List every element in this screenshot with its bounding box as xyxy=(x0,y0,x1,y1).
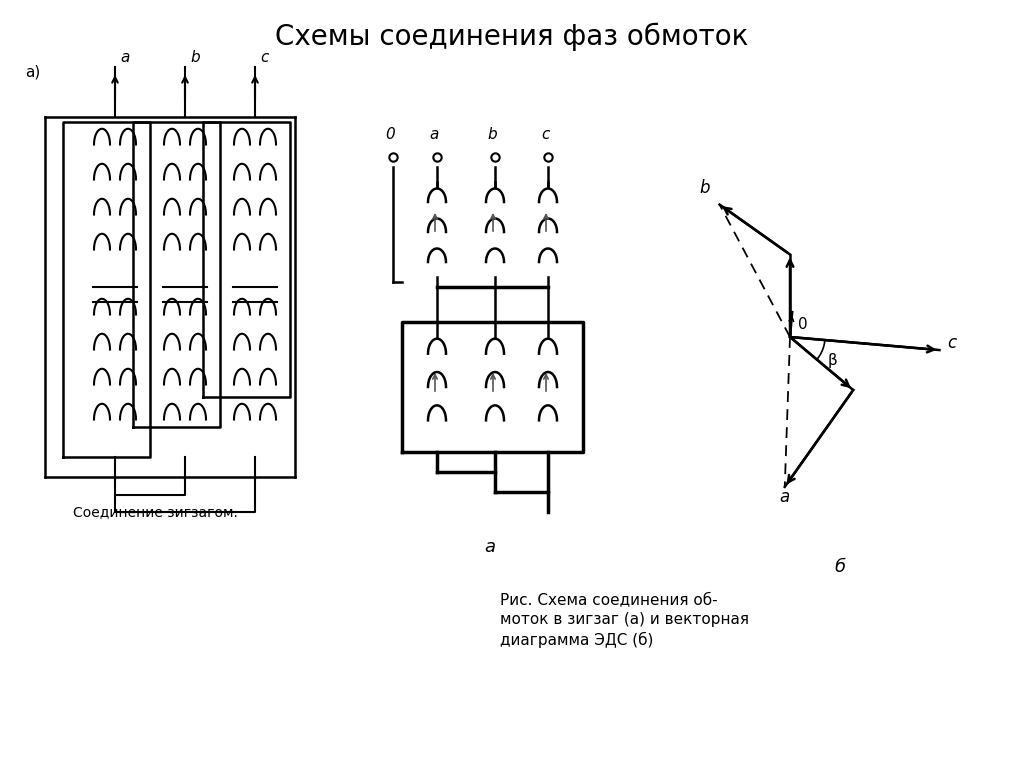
Text: b: b xyxy=(699,179,710,196)
Text: b: b xyxy=(487,127,497,142)
Text: б: б xyxy=(835,558,846,576)
Text: а: а xyxy=(779,488,790,506)
Text: Схемы соединения фаз обмоток: Схемы соединения фаз обмоток xyxy=(275,23,749,51)
Text: 0: 0 xyxy=(385,127,395,142)
Text: с: с xyxy=(947,334,956,352)
Text: а): а) xyxy=(25,64,40,80)
Text: а: а xyxy=(120,50,129,65)
Text: 0: 0 xyxy=(798,317,808,332)
Text: β: β xyxy=(828,353,838,368)
Text: а: а xyxy=(429,127,438,142)
Text: с: с xyxy=(260,50,268,65)
Text: с: с xyxy=(541,127,549,142)
Text: а: а xyxy=(484,538,496,556)
Text: Рис. Схема соединения об-
моток в зигзаг (а) и векторная
диаграмма ЭДС (б): Рис. Схема соединения об- моток в зигзаг… xyxy=(500,592,749,648)
Text: Соединение зигзагом.: Соединение зигзагом. xyxy=(73,505,238,519)
Text: b: b xyxy=(190,50,200,65)
